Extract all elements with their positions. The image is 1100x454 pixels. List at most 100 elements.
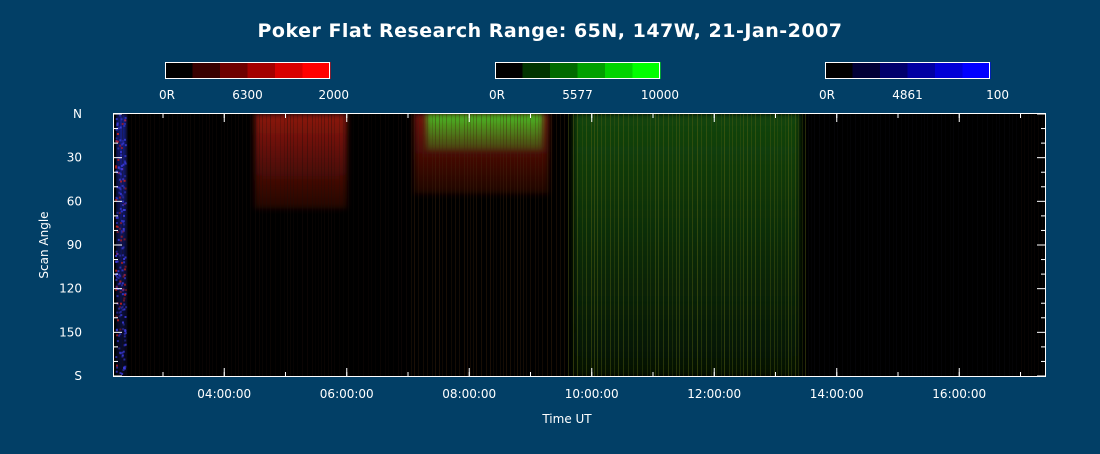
noise-pixel xyxy=(124,202,126,205)
noise-pixel xyxy=(116,334,119,337)
colorbar-red: 0R 6300 2000 xyxy=(159,62,349,102)
noise-pixel xyxy=(123,179,126,182)
scan-stripe xyxy=(905,114,906,376)
scan-stripe xyxy=(168,114,169,376)
emission-red xyxy=(254,114,347,209)
scan-stripe xyxy=(235,114,236,376)
noise-pixel xyxy=(118,307,121,310)
scan-stripe xyxy=(916,114,917,376)
noise-pixel xyxy=(119,193,122,195)
scan-stripe xyxy=(406,114,407,376)
scan-stripe xyxy=(568,114,569,376)
scan-stripe xyxy=(950,114,951,376)
noise-pixel xyxy=(115,216,118,219)
emission-region xyxy=(426,114,543,151)
scan-stripe xyxy=(751,114,752,376)
noise-pixel xyxy=(122,142,125,145)
noise-pixel xyxy=(123,308,126,311)
scan-stripe xyxy=(209,114,210,376)
scan-stripe xyxy=(476,114,477,376)
noise-pixel xyxy=(115,315,118,318)
scan-stripe xyxy=(868,114,869,376)
colorbar-mid-label: 6300 xyxy=(232,88,263,102)
noise-pixel xyxy=(124,277,126,280)
x-tick-label: 12:00:00 xyxy=(687,387,741,401)
scan-stripe xyxy=(924,114,925,376)
scan-stripe xyxy=(824,114,825,376)
noise-pixel xyxy=(123,344,126,347)
scan-stripe xyxy=(618,114,619,376)
scan-stripe xyxy=(972,114,973,376)
scan-stripe xyxy=(126,114,127,376)
scan-stripe xyxy=(855,114,856,376)
scan-stripe xyxy=(732,114,733,376)
scan-stripes xyxy=(114,114,1043,376)
noise-pixel xyxy=(121,200,124,203)
scan-stripe xyxy=(523,114,524,376)
noise-pixel xyxy=(120,231,123,234)
noise-pixel xyxy=(115,269,118,272)
noise-pixel xyxy=(121,254,124,257)
colorbar-swatch xyxy=(825,62,853,79)
noise-pixel xyxy=(119,126,122,129)
scan-stripe xyxy=(729,114,730,376)
scan-stripe xyxy=(538,114,539,376)
noise-pixel xyxy=(122,323,125,326)
scan-stripe xyxy=(850,114,851,376)
noise-pixel xyxy=(124,283,126,286)
noise-pixel xyxy=(120,180,122,183)
noise-pixel xyxy=(116,211,119,214)
scan-stripe xyxy=(560,114,561,376)
colorbar-max-label: 2000 xyxy=(318,88,349,102)
noise-pixel xyxy=(118,157,121,160)
scan-stripe xyxy=(982,114,983,376)
noise-pixel xyxy=(121,139,124,142)
scan-stripe xyxy=(724,114,725,376)
noise-pixel xyxy=(124,117,127,119)
scan-stripe xyxy=(614,114,615,376)
noise-pixel xyxy=(118,178,121,181)
scan-stripe xyxy=(672,114,673,376)
noise-pixel xyxy=(121,261,123,264)
scan-stripe xyxy=(967,114,968,376)
noise-pixel xyxy=(121,309,124,311)
scan-stripe xyxy=(633,114,634,376)
noise-pixel xyxy=(116,253,119,256)
noise-pixel xyxy=(121,354,124,357)
scan-stripe xyxy=(1016,114,1017,376)
scan-stripe xyxy=(514,114,515,376)
colorbar-min-label: 0R xyxy=(819,88,835,102)
emission-green xyxy=(426,114,543,151)
noise-pixel xyxy=(122,204,124,207)
noise-pixel xyxy=(117,277,120,280)
noise-pixel xyxy=(123,209,126,211)
scan-stripe xyxy=(224,114,225,376)
scan-stripe xyxy=(184,114,185,376)
colorbar-swatch xyxy=(165,62,193,79)
y-tick-label: 60 xyxy=(67,194,82,208)
noise-pixel xyxy=(116,295,119,298)
noise-pixel xyxy=(121,184,124,187)
noise-pixel xyxy=(116,197,119,200)
noise-pixel xyxy=(122,246,125,249)
noise-pixel xyxy=(123,299,125,302)
scan-stripe xyxy=(181,114,182,376)
noise-pixel xyxy=(119,144,122,147)
scan-stripe xyxy=(321,114,322,376)
scan-stripe xyxy=(650,114,651,376)
scan-stripe xyxy=(837,114,838,376)
noise-pixel xyxy=(124,162,127,165)
noise-pixel xyxy=(122,369,125,371)
noise-pixel xyxy=(119,372,122,375)
noise-pixel xyxy=(117,217,119,219)
noise-pixel xyxy=(118,315,121,318)
colorbar-swatch xyxy=(962,62,991,79)
noise-pixel xyxy=(124,332,127,335)
scan-stripe xyxy=(312,114,313,376)
scan-stripe xyxy=(459,114,460,376)
scan-stripe xyxy=(135,114,136,376)
scan-stripe xyxy=(747,114,748,376)
scan-stripe xyxy=(250,114,251,376)
scan-stripe xyxy=(805,114,806,376)
noise-pixel xyxy=(123,268,126,271)
